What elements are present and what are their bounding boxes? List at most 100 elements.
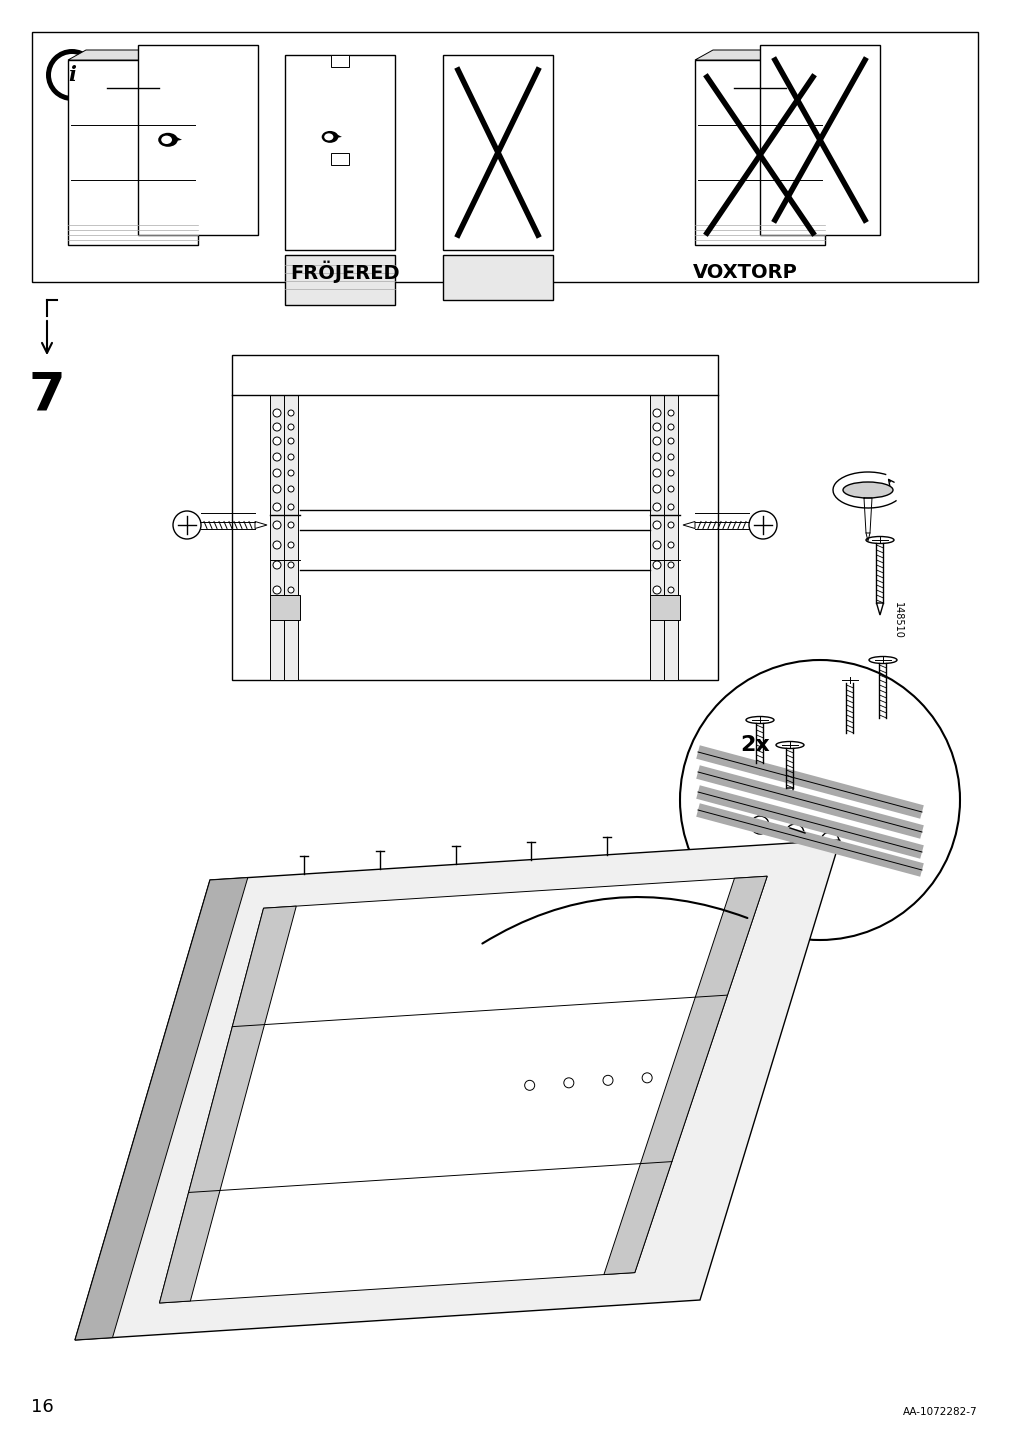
Circle shape [273,586,281,594]
Polygon shape [604,876,766,1274]
Polygon shape [845,733,852,745]
Ellipse shape [173,511,201,538]
Circle shape [652,541,660,548]
Polygon shape [682,521,695,528]
Text: 7: 7 [28,369,66,421]
Ellipse shape [835,676,863,683]
Polygon shape [284,395,297,680]
Text: VOXTORP: VOXTORP [692,262,797,282]
Polygon shape [443,54,552,251]
Text: 16: 16 [30,1398,54,1416]
Circle shape [652,561,660,569]
Circle shape [667,470,673,475]
Polygon shape [330,135,342,139]
Polygon shape [331,54,349,67]
Circle shape [652,437,660,445]
Polygon shape [285,54,394,251]
Circle shape [288,424,294,430]
Ellipse shape [748,511,776,538]
Circle shape [273,541,281,548]
Circle shape [288,470,294,475]
Circle shape [652,410,660,417]
Polygon shape [663,395,677,680]
Circle shape [667,523,673,528]
Polygon shape [68,50,215,60]
Polygon shape [756,763,762,775]
Polygon shape [68,60,198,245]
Circle shape [288,454,294,460]
Circle shape [652,521,660,528]
Circle shape [288,587,294,593]
Circle shape [652,586,660,594]
Circle shape [642,1073,651,1083]
Circle shape [667,561,673,569]
Text: 148510: 148510 [892,601,902,639]
Polygon shape [876,603,883,614]
Circle shape [667,541,673,548]
Circle shape [603,1075,613,1085]
Circle shape [273,561,281,569]
Circle shape [288,504,294,510]
Polygon shape [443,255,552,299]
Circle shape [667,587,673,593]
Polygon shape [160,906,296,1303]
Circle shape [273,410,281,417]
Ellipse shape [842,483,892,498]
Circle shape [273,485,281,493]
Polygon shape [649,596,679,620]
Circle shape [679,660,959,939]
Text: 2x: 2x [739,735,769,755]
Circle shape [288,523,294,528]
Ellipse shape [865,537,893,544]
Polygon shape [695,60,824,245]
Circle shape [667,438,673,444]
Circle shape [667,410,673,417]
Polygon shape [168,136,182,142]
Polygon shape [695,50,842,60]
Ellipse shape [775,742,803,749]
Circle shape [273,470,281,477]
Circle shape [652,453,660,461]
Polygon shape [331,152,349,165]
Circle shape [273,503,281,511]
Polygon shape [649,395,663,680]
Circle shape [288,561,294,569]
Polygon shape [255,521,267,528]
Circle shape [288,541,294,548]
Ellipse shape [161,136,172,145]
Polygon shape [75,841,839,1340]
Circle shape [667,424,673,430]
Circle shape [273,521,281,528]
Ellipse shape [321,130,338,143]
Text: i: i [68,64,76,84]
Polygon shape [270,596,299,620]
Polygon shape [160,876,766,1303]
Polygon shape [270,395,284,680]
Polygon shape [137,44,258,235]
Circle shape [273,453,281,461]
Ellipse shape [158,133,178,147]
Circle shape [820,832,838,851]
Polygon shape [75,878,248,1340]
Circle shape [273,422,281,431]
Polygon shape [786,788,793,800]
Ellipse shape [868,656,896,663]
Circle shape [667,485,673,493]
Circle shape [524,1080,534,1090]
Circle shape [667,611,673,619]
Circle shape [652,503,660,511]
Circle shape [288,611,294,619]
Circle shape [652,470,660,477]
Polygon shape [879,717,886,730]
Circle shape [563,1078,573,1088]
Circle shape [51,54,93,96]
Circle shape [786,823,803,842]
Circle shape [652,422,660,431]
Circle shape [667,454,673,460]
Circle shape [667,504,673,510]
Circle shape [273,611,281,619]
Circle shape [652,485,660,493]
Circle shape [288,485,294,493]
Text: FRÖJERED: FRÖJERED [290,261,399,284]
Circle shape [288,410,294,417]
